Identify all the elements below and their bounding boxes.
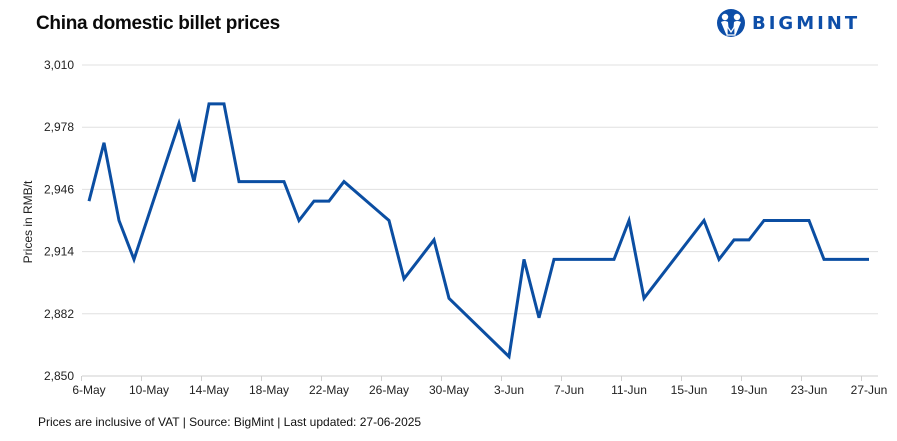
x-tick-label: 11-Jun	[611, 383, 647, 397]
x-tick-label: 27-Jun	[851, 383, 888, 397]
y-tick-label: 2,946	[44, 182, 74, 196]
x-tick-label: 7-Jun	[554, 383, 584, 397]
chart-title: China domestic billet prices	[36, 13, 280, 34]
y-tick-label: 3,010	[44, 58, 74, 72]
x-tick-label: 30-May	[429, 383, 469, 397]
y-axis-ticks: 2,850 2,882 2,914 2,946 2,978 3,010	[44, 58, 74, 383]
x-tick-label: 18-May	[249, 383, 289, 397]
x-tick-label: 19-Jun	[731, 383, 768, 397]
x-tick-label: 15-Jun	[671, 383, 708, 397]
x-tick-label: 14-May	[189, 383, 229, 397]
x-tick-label: 22-May	[309, 383, 349, 397]
y-tick-label: 2,978	[44, 120, 74, 134]
x-tick-label: 23-Jun	[791, 383, 828, 397]
y-tick-label: 2,914	[44, 245, 74, 259]
y-tick-label: 2,882	[44, 307, 74, 321]
gridlines	[82, 64, 878, 377]
x-tick-label: 6-May	[72, 383, 105, 397]
logo-text: BIGMINT	[752, 12, 861, 34]
x-tick-label: 10-May	[129, 383, 169, 397]
footer-note: Prices are inclusive of VAT | Source: Bi…	[38, 415, 422, 429]
x-tick-label: 3-Jun	[494, 383, 524, 397]
y-axis-label: Prices in RMB/t	[21, 180, 35, 263]
price-line	[87, 102, 869, 360]
bigmint-logo: BIGMINT	[716, 8, 860, 38]
x-tick-label: 26-May	[369, 383, 409, 397]
x-axis: 6-May 10-May 14-May 18-May 22-May 26-May 30-Ma…	[72, 376, 887, 397]
y-tick-label: 2,850	[44, 369, 74, 383]
people-logo-icon	[717, 9, 745, 37]
